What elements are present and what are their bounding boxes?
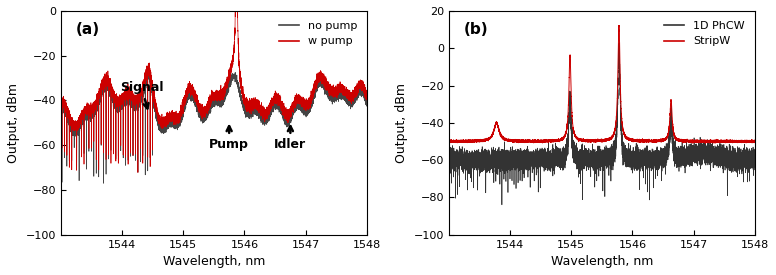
no pump xyxy=(213,104,222,107)
StripW xyxy=(701,142,710,145)
Line: no pump: no pump xyxy=(61,72,367,183)
1D PhCW xyxy=(490,159,499,162)
StripW xyxy=(750,140,760,143)
no pump xyxy=(102,85,111,88)
1D PhCW xyxy=(615,41,624,44)
X-axis label: Wavelength, nm: Wavelength, nm xyxy=(163,255,265,268)
Text: (a): (a) xyxy=(76,22,100,37)
w pump xyxy=(135,90,144,94)
no pump xyxy=(362,103,372,106)
StripW xyxy=(444,140,453,143)
Text: Idler: Idler xyxy=(275,126,307,152)
Line: w pump: w pump xyxy=(61,11,367,172)
StripW xyxy=(605,138,615,141)
w pump xyxy=(213,95,222,98)
Legend: 1D PhCW, StripW: 1D PhCW, StripW xyxy=(660,16,750,51)
no pump xyxy=(135,99,144,102)
w pump xyxy=(56,96,65,100)
StripW xyxy=(615,24,624,27)
StripW xyxy=(460,139,469,142)
no pump xyxy=(99,182,109,185)
StripW xyxy=(601,140,610,143)
1D PhCW xyxy=(460,163,469,166)
1D PhCW xyxy=(605,156,615,159)
no pump xyxy=(242,111,251,114)
Y-axis label: Output, dBm: Output, dBm xyxy=(7,83,20,163)
w pump xyxy=(230,9,240,13)
no pump xyxy=(144,70,153,74)
Line: 1D PhCW: 1D PhCW xyxy=(449,43,755,205)
StripW xyxy=(490,128,499,131)
1D PhCW xyxy=(497,203,507,207)
no pump xyxy=(217,104,227,107)
Text: (b): (b) xyxy=(464,22,489,37)
1D PhCW xyxy=(630,162,639,165)
1D PhCW xyxy=(601,156,610,160)
Legend: no pump, w pump: no pump, w pump xyxy=(274,16,362,51)
1D PhCW xyxy=(444,159,453,162)
w pump xyxy=(102,77,111,80)
w pump xyxy=(217,92,227,95)
X-axis label: Wavelength, nm: Wavelength, nm xyxy=(551,255,653,268)
Text: Pump: Pump xyxy=(210,126,249,152)
Y-axis label: Output, dBm: Output, dBm xyxy=(395,83,408,163)
no pump xyxy=(72,131,81,134)
no pump xyxy=(56,106,65,109)
StripW xyxy=(523,139,532,143)
StripW xyxy=(630,139,639,143)
w pump xyxy=(362,94,372,97)
1D PhCW xyxy=(750,151,760,155)
Line: StripW: StripW xyxy=(449,26,755,143)
w pump xyxy=(242,106,251,109)
w pump xyxy=(72,123,81,126)
Text: Signal: Signal xyxy=(120,81,163,108)
1D PhCW xyxy=(523,165,532,168)
w pump xyxy=(133,171,143,174)
